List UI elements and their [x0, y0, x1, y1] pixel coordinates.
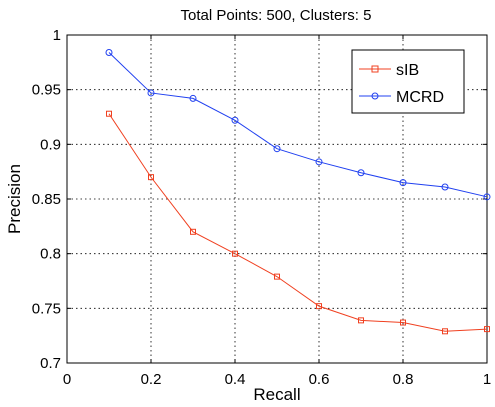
legend-label-mcrd: MCRD [396, 89, 444, 106]
data-point-mcrd [399, 179, 407, 187]
chart-title: Total Points: 500, Clusters: 5 [181, 7, 372, 24]
data-point-sib [190, 228, 196, 235]
y-tick-label: 0.8 [40, 246, 61, 263]
x-tick-label: 0.8 [393, 371, 414, 388]
y-tick-label: 0.7 [40, 355, 61, 372]
data-point-mcrd [231, 116, 239, 124]
y-axis-title: Precision [5, 164, 24, 234]
data-point-sib [400, 319, 406, 326]
data-point-mcrd [315, 158, 323, 166]
legend-marker-sib [371, 65, 379, 73]
axis-ticks: 0 0.2 0.4 0.6 0.8 1 0.7 0.75 0.8 0.85 0.9 0.95 1 [32, 27, 491, 388]
data-point-mcrd [105, 48, 113, 56]
data-point-sib [484, 326, 490, 333]
data-point-sib [358, 317, 364, 324]
data-point-sib [316, 303, 322, 310]
legend-box [351, 49, 465, 114]
series-line-sib [108, 113, 488, 332]
data-point-mcrd [147, 89, 155, 97]
legend-marker-mcrd [371, 92, 379, 100]
data-point-mcrd [441, 183, 449, 191]
x-tick-label: 0.6 [309, 371, 330, 388]
data-point-mcrd [273, 145, 281, 153]
data-point-sib [148, 174, 154, 181]
x-axis-title: Recall [253, 385, 300, 404]
data-point-mcrd [189, 94, 197, 102]
data-point-mcrd [483, 193, 491, 201]
y-tick-label: 1 [53, 27, 61, 44]
data-point-sib [274, 273, 280, 280]
legend: sIB MCRD [351, 49, 465, 114]
y-tick-label: 0.9 [40, 136, 61, 153]
x-tick-label: 1 [483, 371, 491, 388]
x-tick-label: 0 [63, 371, 71, 388]
data-point-sib [442, 328, 448, 335]
x-tick-label: 0.4 [225, 371, 246, 388]
x-tick-label: 0.2 [141, 371, 162, 388]
data-point-sib [106, 110, 112, 117]
data-point-sib [232, 250, 238, 257]
y-tick-label: 0.85 [32, 191, 61, 208]
series-line-mcrd [108, 52, 488, 198]
series-group [105, 48, 491, 335]
y-tick-label: 0.95 [32, 82, 61, 99]
data-point-mcrd [357, 169, 365, 177]
y-tick-label: 0.75 [32, 300, 61, 317]
legend-label-sib: sIB [396, 62, 419, 79]
